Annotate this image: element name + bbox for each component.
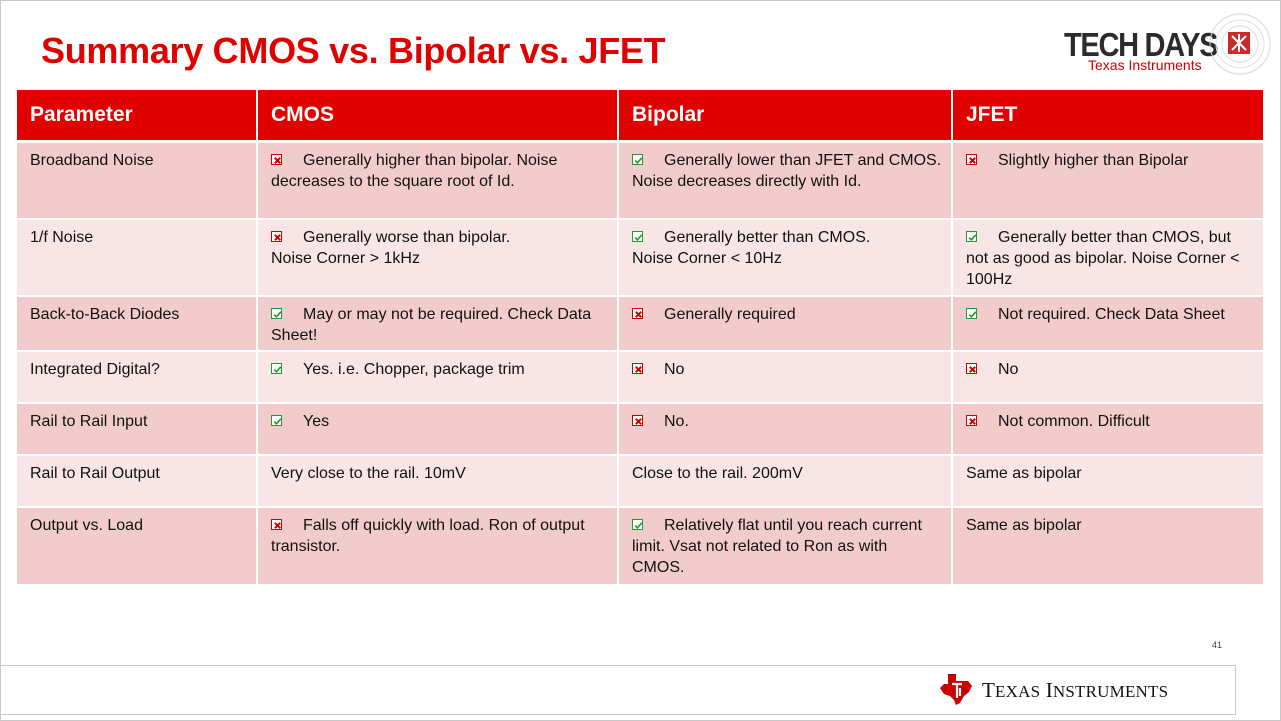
ti-state-icon <box>940 674 972 705</box>
checkbox-cross-icon <box>632 362 643 374</box>
checkbox-cross-icon <box>632 307 643 319</box>
cell-text-line2: Noise Corner < 10Hz <box>632 249 782 267</box>
tech-days-logo-subtitle: Texas Instruments <box>1088 57 1202 73</box>
cell-text: No <box>998 360 1019 378</box>
parameter-cell: Integrated Digital? <box>17 350 258 404</box>
bipolar-cell: Generally lower than JFET and CMOS. Nois… <box>618 141 953 220</box>
checkbox-cross-icon <box>966 414 977 426</box>
jfet-cell: Slightly higher than Bipolar <box>952 141 1263 220</box>
table-row: 1/f Noise Generally worse than bipolar. No… <box>17 218 1263 297</box>
table-row: Back-to-Back Diodes May or may not be req… <box>17 295 1263 352</box>
checkbox-cross-icon <box>271 230 282 242</box>
bipolar-cell: Generally required <box>618 295 953 352</box>
checkbox-cross-icon <box>966 362 977 374</box>
cmos-cell: Very close to the rail. 10mV <box>257 454 619 508</box>
parameter-cell: Rail to Rail Input <box>17 402 258 456</box>
cell-text: Generally worse than bipolar. <box>303 228 511 246</box>
checkbox-cross-icon <box>966 154 977 165</box>
cell-text: No. <box>664 412 689 430</box>
bipolar-cell: No. <box>618 402 953 456</box>
table-row: Output vs. Load Falls off quickly with lo… <box>17 506 1263 586</box>
cell-text: Yes <box>303 412 330 430</box>
cell-text: Relatively flat until you reach current … <box>632 516 922 576</box>
cell-text: Not common. Difficult <box>998 412 1150 430</box>
cell-text: Generally lower than JFET and CMOS. Nois… <box>632 152 942 190</box>
checkbox-cross-icon <box>271 154 282 165</box>
parameter-cell: Broadband Noise <box>17 141 258 220</box>
parameter-cell: Output vs. Load <box>17 506 258 586</box>
header-cmos: CMOS <box>257 90 619 143</box>
tech-days-logo: TECH DAYS Texas Instruments <box>1060 12 1275 82</box>
jfet-cell: Not common. Difficult <box>952 402 1263 456</box>
cell-text: Generally better than CMOS, but not as g… <box>966 228 1240 288</box>
checkbox-checked-icon <box>271 362 282 374</box>
checkbox-checked-icon <box>271 307 282 319</box>
header-bipolar: Bipolar <box>618 90 953 143</box>
cmos-cell: Yes. i.e. Chopper, package trim <box>257 350 619 404</box>
cmos-cell: May or may not be required. Check Data S… <box>257 295 619 352</box>
table-row: Integrated Digital? Yes. i.e. Chopper, pa… <box>17 350 1263 404</box>
ti-logo-text: TEXAS INSTRUMENTS <box>982 678 1169 702</box>
parameter-cell: 1/f Noise <box>17 218 258 297</box>
tech-days-logo-text: TECH DAYS <box>1064 26 1219 63</box>
bipolar-cell: No <box>618 350 953 404</box>
cell-text: Falls off quickly with load. Ron of outp… <box>271 516 585 555</box>
cell-text: Close to the rail. 200mV <box>632 464 803 482</box>
checkbox-cross-icon <box>632 414 643 426</box>
tech-days-emblem-icon <box>1209 13 1271 75</box>
cell-text: Same as bipolar <box>966 516 1082 534</box>
footer-bar <box>0 665 1236 715</box>
bipolar-cell: Generally better than CMOS. Noise Corner … <box>618 218 953 297</box>
cell-text: Very close to the rail. 10mV <box>271 464 466 482</box>
cell-text: May or may not be required. Check Data S… <box>271 305 592 344</box>
cell-text: Slightly higher than Bipolar <box>998 152 1189 169</box>
header-parameter: Parameter <box>17 90 258 143</box>
texas-instruments-logo: TEXAS INSTRUMENTS <box>938 672 1198 706</box>
table-row: Rail to Rail Output Very close to the rai… <box>17 454 1263 508</box>
table-row: Rail to Rail Input Yes No. Not common. Diff… <box>17 402 1263 456</box>
jfet-cell: Same as bipolar <box>952 454 1263 508</box>
cmos-cell: Generally worse than bipolar. Noise Corne… <box>257 218 619 297</box>
checkbox-checked-icon <box>966 307 977 319</box>
checkbox-checked-icon <box>271 414 282 426</box>
cell-text: Generally required <box>664 305 796 323</box>
checkbox-checked-icon <box>966 230 977 242</box>
cell-text: Not required. Check Data Sheet <box>998 305 1225 323</box>
cmos-cell: Generally higher than bipolar. Noise dec… <box>257 141 619 220</box>
slide-title: Summary CMOS vs. Bipolar vs. JFET <box>41 30 666 71</box>
cell-text: Generally better than CMOS. <box>664 228 871 246</box>
page-number: 41 <box>1212 640 1223 650</box>
table-row: Broadband Noise Generally higher than bip… <box>17 141 1263 220</box>
cell-text-line2: Noise Corner > 1kHz <box>271 249 420 267</box>
parameter-cell: Back-to-Back Diodes <box>17 295 258 352</box>
jfet-cell: Not required. Check Data Sheet <box>952 295 1263 352</box>
checkbox-checked-icon <box>632 230 643 242</box>
cell-text: Yes. i.e. Chopper, package trim <box>303 360 525 378</box>
checkbox-checked-icon <box>632 518 643 530</box>
cell-text: Generally higher than bipolar. Noise dec… <box>271 152 558 190</box>
cmos-cell: Yes <box>257 402 619 456</box>
comparison-table: Parameter CMOS Bipolar JFET Broadband No… <box>17 90 1263 586</box>
jfet-cell: No <box>952 350 1263 404</box>
parameter-cell: Rail to Rail Output <box>17 454 258 508</box>
cell-text: Same as bipolar <box>966 464 1082 482</box>
jfet-cell: Generally better than CMOS, but not as g… <box>952 218 1263 297</box>
cmos-cell: Falls off quickly with load. Ron of outp… <box>257 506 619 586</box>
checkbox-cross-icon <box>271 518 282 530</box>
bipolar-cell: Relatively flat until you reach current … <box>618 506 953 586</box>
cell-text: No <box>664 360 685 378</box>
header-jfet: JFET <box>952 90 1263 143</box>
checkbox-checked-icon <box>632 154 643 165</box>
table-header-row: Parameter CMOS Bipolar JFET <box>17 90 1263 143</box>
bipolar-cell: Close to the rail. 200mV <box>618 454 953 508</box>
jfet-cell: Same as bipolar <box>952 506 1263 586</box>
